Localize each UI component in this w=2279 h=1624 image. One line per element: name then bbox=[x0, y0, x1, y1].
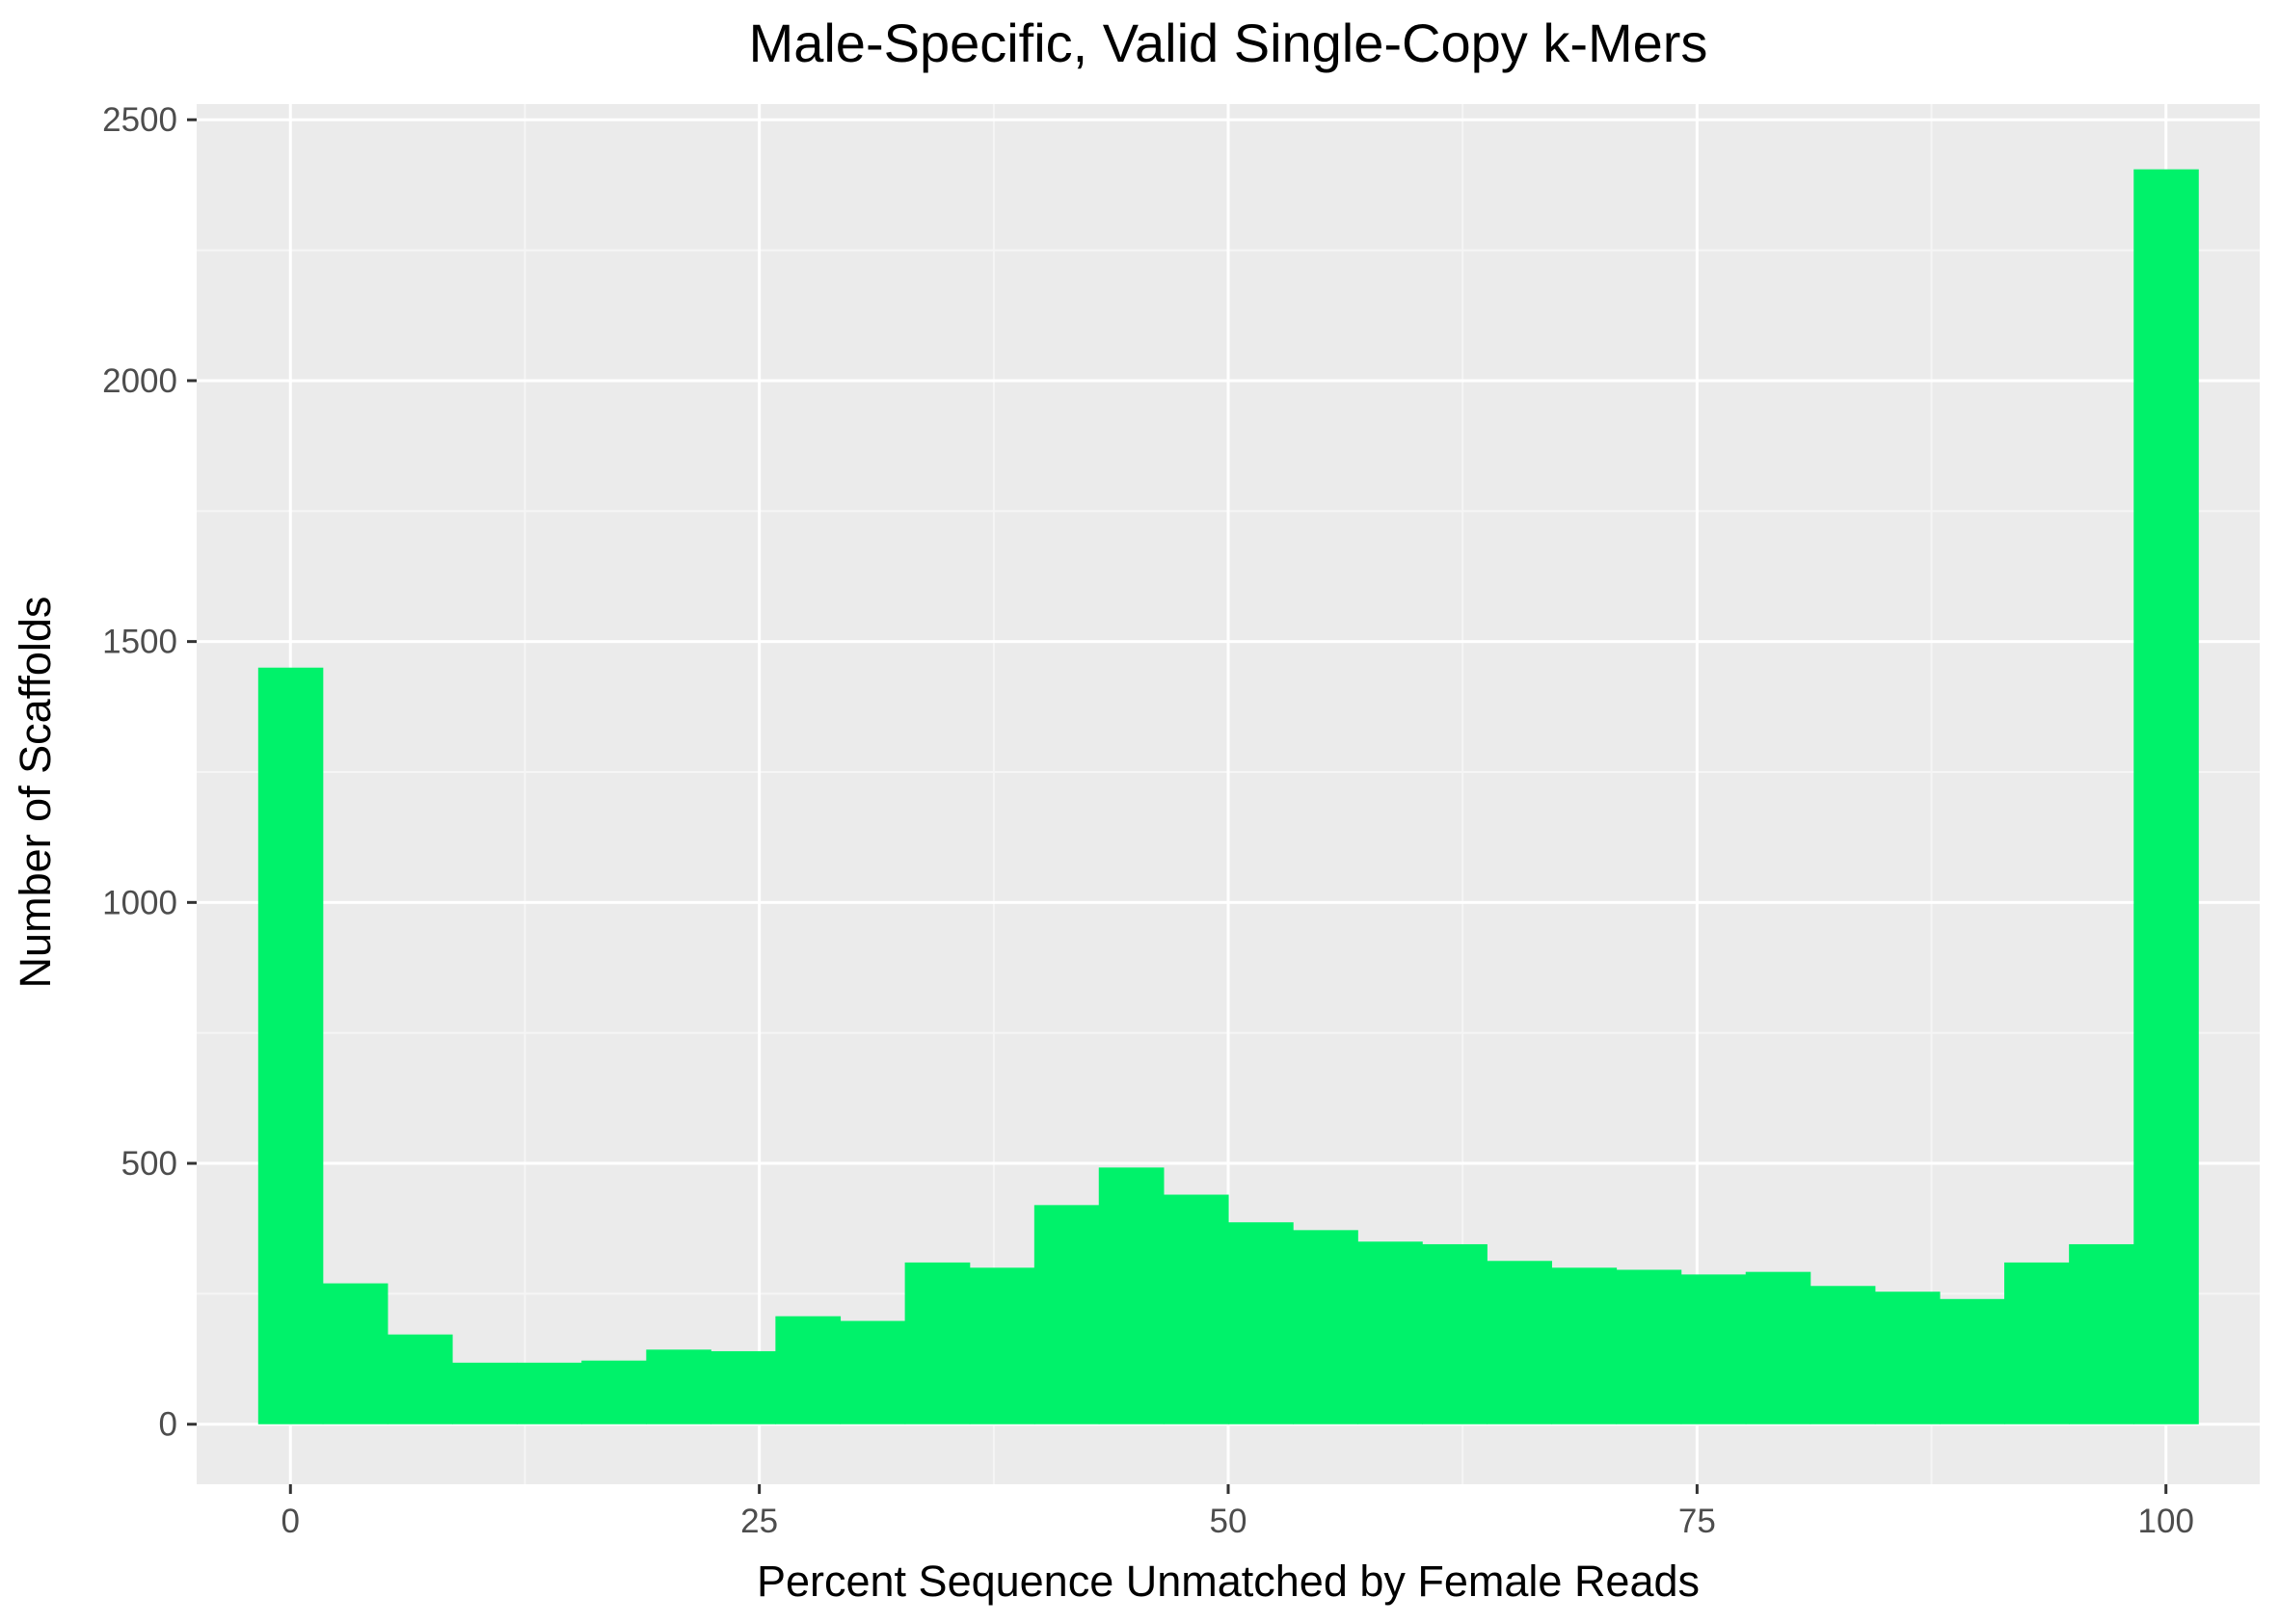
histogram-bar bbox=[1487, 1261, 1552, 1424]
histogram-bar bbox=[387, 1334, 453, 1424]
y-tick-label: 0 bbox=[159, 1406, 177, 1444]
histogram-bar bbox=[1098, 1167, 1165, 1424]
x-tick-label: 100 bbox=[2138, 1503, 2194, 1540]
histogram-bar bbox=[711, 1350, 776, 1424]
y-tick-label: 1000 bbox=[102, 884, 177, 921]
histogram-bar bbox=[257, 667, 324, 1424]
histogram-bar bbox=[1616, 1269, 1682, 1424]
histogram-bar bbox=[2004, 1262, 2070, 1424]
histogram-bar bbox=[1163, 1194, 1229, 1424]
histogram-bar bbox=[1810, 1286, 1876, 1424]
histogram-bar bbox=[840, 1320, 906, 1424]
histogram-bar bbox=[646, 1349, 711, 1424]
histogram-bar bbox=[1551, 1267, 1618, 1424]
x-axis-ticks: 0 25 50 75 100 bbox=[282, 1484, 2194, 1540]
histogram-bar bbox=[322, 1283, 389, 1424]
y-tick-label: 2500 bbox=[102, 101, 177, 139]
y-tick-label: 500 bbox=[121, 1145, 177, 1183]
histogram-bar bbox=[1033, 1205, 1100, 1424]
histogram-bar bbox=[1357, 1241, 1423, 1424]
histogram-bar bbox=[1228, 1222, 1294, 1424]
histogram-bar bbox=[775, 1316, 842, 1424]
histogram-bar bbox=[1293, 1230, 1358, 1424]
histogram-bar bbox=[1680, 1274, 1747, 1424]
histogram-bar bbox=[1422, 1243, 1488, 1424]
x-tick-label: 50 bbox=[1210, 1503, 1247, 1540]
histogram-bar bbox=[517, 1362, 582, 1424]
y-axis-label: Number of Scaffolds bbox=[11, 597, 60, 989]
histogram-bar bbox=[451, 1362, 518, 1424]
histogram-bar bbox=[2069, 1243, 2134, 1424]
histogram-bar bbox=[969, 1267, 1035, 1424]
histogram-bar bbox=[1745, 1271, 1811, 1424]
histogram-bar bbox=[1874, 1291, 1941, 1424]
major-grid bbox=[197, 104, 2260, 1484]
histogram-bar bbox=[1939, 1298, 2005, 1424]
x-axis-label: Percent Sequence Unmatched by Female Rea… bbox=[757, 1557, 1700, 1606]
chart-title: Male-Specific, Valid Single-Copy k-Mers bbox=[749, 13, 1708, 73]
y-tick-label: 2000 bbox=[102, 362, 177, 400]
y-tick-label: 1500 bbox=[102, 624, 177, 661]
histogram-bar bbox=[2133, 169, 2199, 1424]
y-axis-ticks: 0 500 1000 1500 2000 2500 bbox=[102, 101, 197, 1444]
histogram-bars bbox=[257, 169, 2199, 1424]
x-tick-label: 0 bbox=[282, 1503, 300, 1540]
x-tick-label: 25 bbox=[740, 1503, 778, 1540]
x-tick-label: 75 bbox=[1678, 1503, 1716, 1540]
histogram-bar bbox=[904, 1262, 971, 1424]
histogram-bar bbox=[581, 1360, 647, 1424]
